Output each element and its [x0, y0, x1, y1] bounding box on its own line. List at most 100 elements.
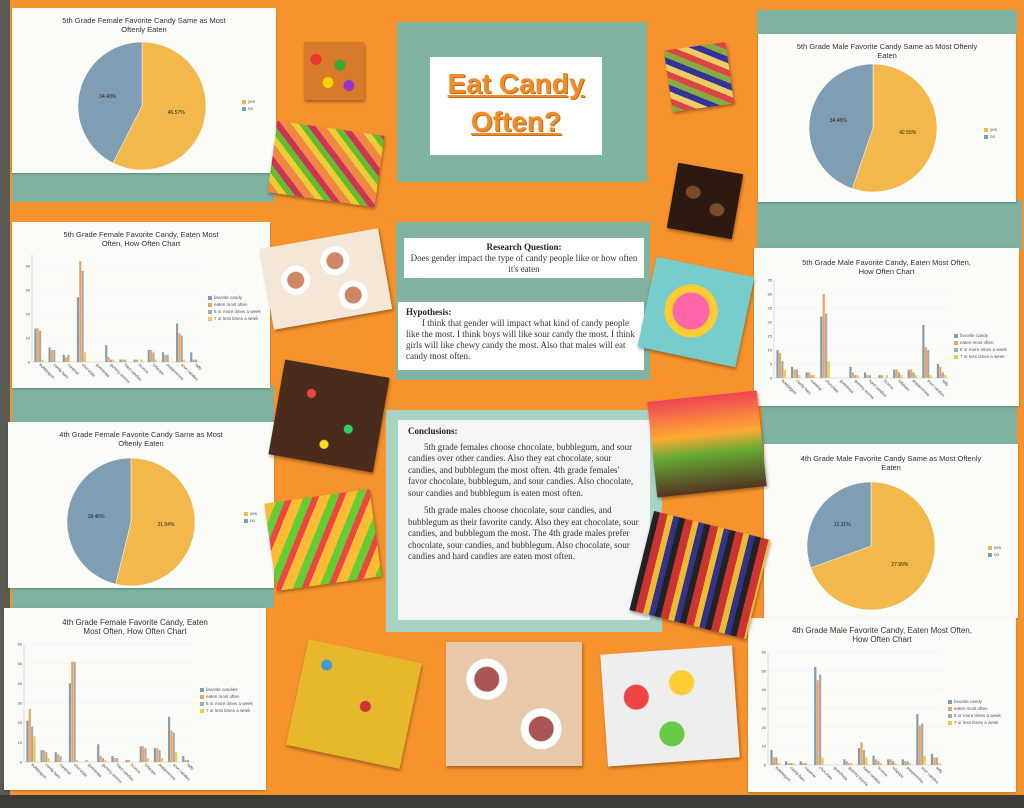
chart-card-4th-female-bar: 4th Grade Female Favorite Candy, Eaten M… [4, 608, 266, 790]
y-tick-label: 20 [26, 312, 31, 317]
x-tick-label: chocolate [818, 765, 834, 781]
legend-label: 7 or less times a week [954, 720, 999, 725]
bar [789, 763, 793, 765]
legend-label: no [994, 552, 1000, 557]
bar [791, 366, 794, 378]
x-tick-label: caramel [804, 765, 818, 779]
bar [124, 359, 127, 362]
conclusions-heading: Conclusions: [408, 426, 458, 436]
bar [939, 366, 942, 378]
bar [140, 359, 143, 362]
legend-swatch [954, 354, 958, 359]
legend-item: 8 or more times a week [208, 308, 261, 315]
bar [850, 763, 853, 765]
bar [865, 757, 868, 765]
legend-item: 8 or more times a week [200, 700, 253, 707]
bar [820, 316, 823, 378]
bar [802, 763, 805, 765]
legend-item: no [988, 551, 1001, 558]
y-tick-label: 15 [768, 334, 773, 339]
bar [854, 375, 857, 378]
bar [885, 375, 888, 378]
legend-swatch [208, 309, 212, 314]
bar [183, 359, 186, 362]
bar [843, 759, 846, 765]
legend-label: 7 or less times a week [206, 708, 251, 713]
title-card: Eat Candy Often? [430, 57, 602, 155]
legend-swatch [954, 340, 958, 345]
bar [59, 756, 62, 762]
bar [927, 350, 930, 378]
y-tick-label: 30 [762, 706, 767, 711]
x-tick-label: taffy [935, 765, 944, 774]
bar [805, 372, 808, 378]
x-tick-label: chocolate [824, 378, 840, 394]
legend-swatch [948, 713, 952, 718]
bar [156, 748, 159, 762]
bar [28, 708, 31, 762]
pie-data-label: 46.57% [168, 110, 186, 116]
pie-legend: yes no [988, 544, 1001, 558]
bar [31, 726, 34, 762]
x-tick-label: gumdrops [833, 765, 849, 781]
bar [152, 352, 155, 362]
bar [795, 369, 799, 378]
bar [860, 742, 863, 765]
chart-card-4th-male-pie: 4th Grade Male Favorite Candy Same as Mo… [764, 444, 1018, 618]
legend-item: favorite candies [200, 686, 253, 693]
bar [922, 324, 925, 378]
chart-card-5th-female-bar: 5th Grade Female Favorite Candy, Eaten M… [12, 222, 270, 388]
y-tick-label: 30 [18, 701, 23, 706]
bar [42, 750, 46, 762]
bar [71, 661, 74, 762]
bar [874, 759, 878, 765]
pie-legend: yes no [242, 98, 255, 112]
bar [810, 375, 813, 378]
bar [897, 372, 901, 378]
candy-photo-sour-worms [264, 489, 382, 591]
bar [825, 313, 828, 378]
legend-swatch [242, 99, 246, 104]
y-tick-label: 20 [762, 725, 767, 730]
bar [866, 375, 869, 378]
bar [97, 744, 100, 762]
bar [930, 753, 934, 765]
chart-card-5th-male-pie: 5th Grade Male Favorite Candy Same as Mo… [758, 34, 1016, 202]
pie-data-label: 12.31% [834, 522, 852, 528]
bar [935, 757, 938, 765]
bar [127, 760, 131, 762]
legend-swatch [200, 701, 204, 706]
x-tick-label: lollipops [891, 765, 905, 779]
x-tick-label: licorice [877, 765, 890, 778]
bar [822, 294, 825, 378]
bar [85, 760, 88, 762]
legend-label: yes [990, 127, 998, 132]
pie-data-label: 27.99% [891, 562, 909, 568]
pie-data-label: 42.55% [899, 130, 917, 136]
hypothesis-text: I think that gender will impact what kin… [406, 318, 635, 361]
bar [812, 375, 816, 378]
bar [878, 375, 881, 378]
bar-legend: favorite candy eaten most often 8 or more … [954, 332, 1007, 360]
bar [168, 716, 171, 762]
y-tick-label: 30 [26, 288, 31, 293]
bar [798, 375, 801, 378]
bar [147, 350, 150, 362]
chart-card-4th-male-bar: 4th Grade Male Favorite Candy, Eaten Mos… [748, 618, 1016, 792]
bar [62, 354, 65, 362]
pie-slice-yes [112, 41, 207, 171]
bar [921, 723, 924, 765]
x-tick-label: taffy [186, 762, 195, 771]
bar [777, 763, 780, 765]
chart-card-5th-female-pie: 5th Grade Female Favorite Candy Same as … [12, 8, 276, 173]
y-tick-label: 40 [26, 264, 31, 269]
bar [76, 297, 79, 362]
y-tick-label: 10 [18, 740, 23, 745]
bar [73, 661, 76, 762]
bar [175, 752, 178, 762]
bar [821, 757, 824, 765]
bar [39, 330, 42, 362]
y-tick-label: 50 [762, 668, 767, 673]
pie-data-label: 34.43% [99, 94, 117, 100]
